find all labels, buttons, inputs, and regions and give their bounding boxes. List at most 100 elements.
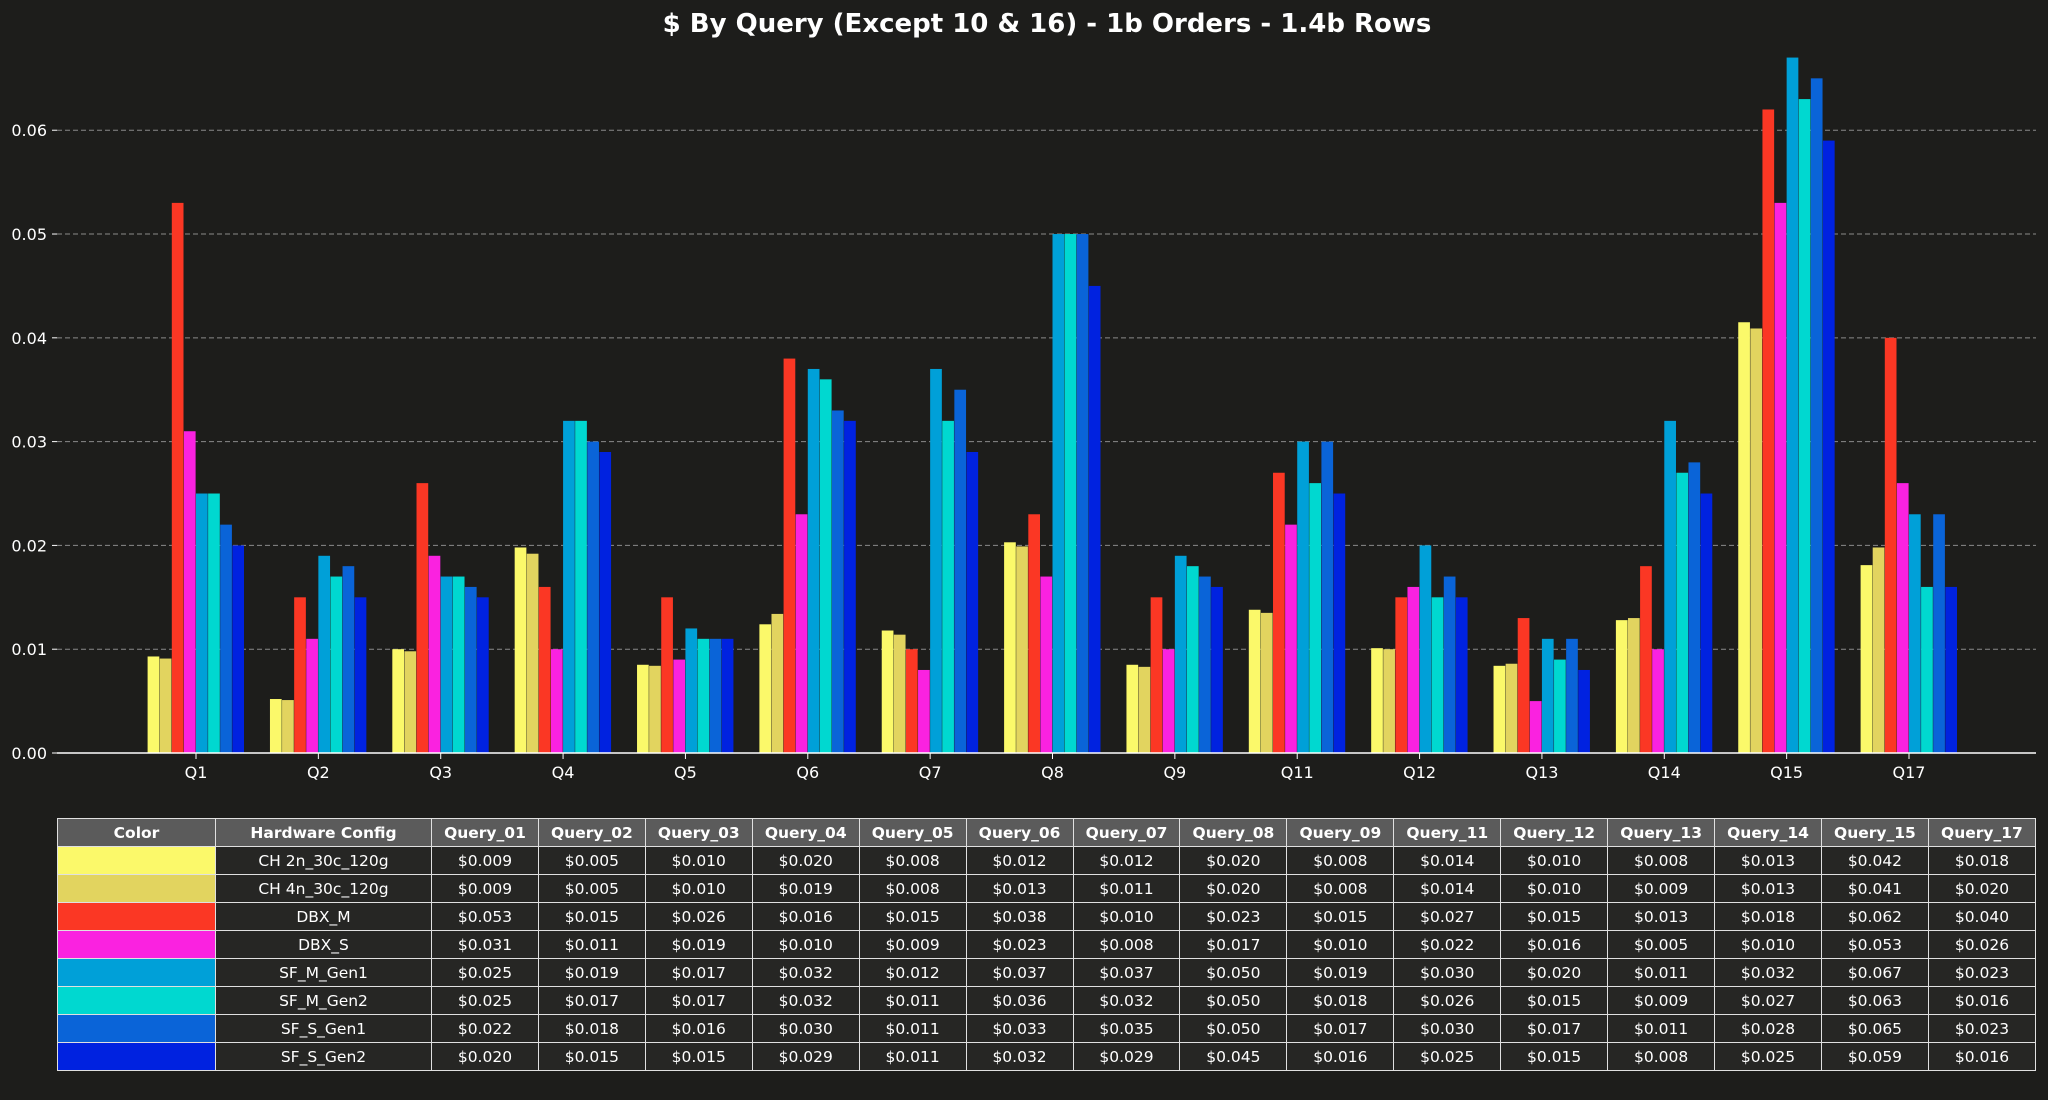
cost-cell: $0.032 (965, 1042, 1074, 1071)
bar (1150, 597, 1163, 753)
cost-cell: $0.010 (1714, 930, 1822, 959)
bar (721, 638, 734, 753)
table-header-query: Query_05 (858, 818, 967, 847)
bar (1064, 234, 1077, 753)
bar (1750, 328, 1763, 753)
bar (1052, 234, 1065, 753)
x-tick-label: Q8 (1041, 763, 1064, 782)
cost-cell: $0.017 (1179, 930, 1288, 959)
cost-cell: $0.025 (431, 986, 539, 1015)
cost-cell: $0.067 (1820, 958, 1929, 987)
hardware-config-cell: CH 4n_30c_120g (215, 874, 432, 903)
cost-cell: $0.017 (644, 986, 753, 1015)
bar (599, 451, 612, 753)
bar (1688, 462, 1701, 753)
bar (685, 628, 698, 753)
x-tick-label: Q9 (1163, 763, 1186, 782)
cost-cell: $0.026 (1927, 930, 2037, 959)
cost-cell: $0.040 (1927, 902, 2037, 931)
cost-cell: $0.019 (644, 930, 753, 959)
bar-chart: $ By Query (Except 10 & 16) - 1b Orders … (11, 9, 2036, 782)
bar (1088, 285, 1101, 753)
cost-cell: $0.018 (1286, 986, 1395, 1015)
cost-cell: $0.032 (1714, 958, 1822, 987)
x-tick-label: Q4 (552, 763, 575, 782)
table-row: DBX_M $0.053 $0.015 $0.026 $0.016 $0.015 $0.03… (57, 902, 2037, 931)
bar (1909, 514, 1921, 753)
cost-cell: $0.023 (1927, 1014, 2037, 1043)
bar (893, 634, 906, 753)
cost-cell: $0.063 (1820, 986, 1929, 1015)
bar (1652, 649, 1664, 753)
cost-cell: $0.015 (537, 902, 646, 931)
table-header-query: Query_14 (1714, 818, 1822, 847)
cost-cell: $0.019 (537, 958, 646, 987)
bar (1884, 337, 1897, 753)
cost-cell: $0.025 (431, 958, 539, 987)
cost-cell: $0.015 (1286, 902, 1395, 931)
bar (440, 576, 453, 753)
hardware-config-cell: SF_M_Gen2 (215, 986, 432, 1015)
cost-cell: $0.023 (965, 930, 1074, 959)
table-header-query: Query_12 (1500, 818, 1609, 847)
table-header-row: Color Hardware Config Query_01 Query_02 Qu… (57, 818, 2037, 847)
table-row: DBX_S $0.031 $0.011 $0.019 $0.010 $0.009 $0.02… (57, 930, 2037, 959)
cost-cell: $0.037 (1072, 958, 1181, 987)
y-tick-label: 0.02 (11, 536, 47, 555)
cost-cell: $0.053 (1820, 930, 1929, 959)
cost-cell: $0.017 (1286, 1014, 1395, 1043)
table-header-query: Query_13 (1607, 818, 1716, 847)
bar (1738, 322, 1750, 753)
bar (514, 547, 527, 753)
bar (1700, 493, 1713, 753)
table-row: SF_M_Gen2 $0.025 $0.017 $0.017 $0.032 $0.011 $… (57, 986, 2037, 1015)
bar (1810, 78, 1823, 753)
bar (1040, 576, 1053, 753)
bar (294, 597, 306, 753)
cost-cell: $0.005 (1607, 930, 1716, 959)
cost-cell: $0.020 (751, 846, 860, 875)
cost-cell: $0.010 (1072, 902, 1181, 931)
cost-cell: $0.018 (1927, 846, 2037, 875)
cost-cell: $0.009 (431, 846, 539, 875)
bar (232, 545, 244, 753)
cost-cell: $0.015 (1500, 902, 1609, 931)
hardware-config-cell: SF_M_Gen1 (215, 958, 432, 987)
cost-cell: $0.032 (751, 986, 860, 1015)
cost-cell: $0.008 (1286, 874, 1395, 903)
bar (1285, 524, 1297, 753)
cost-cell: $0.008 (858, 874, 967, 903)
table-header-query: Query_01 (431, 818, 539, 847)
bar (637, 664, 649, 753)
bar (477, 597, 489, 753)
cost-cell: $0.053 (431, 902, 539, 931)
cost-cell: $0.013 (965, 874, 1074, 903)
cost-cell: $0.032 (751, 958, 860, 987)
x-tick-label: Q15 (1770, 763, 1803, 782)
bar (1333, 493, 1346, 753)
table-header-query: Query_04 (751, 818, 860, 847)
bar (673, 659, 686, 753)
cost-cell: $0.030 (1393, 1014, 1502, 1043)
bar (147, 656, 160, 753)
bar (1529, 701, 1542, 753)
y-tick-label: 0.01 (11, 640, 47, 659)
cost-cell: $0.011 (858, 1042, 967, 1071)
cost-cell: $0.015 (858, 902, 967, 931)
bar (404, 651, 417, 753)
bar (1419, 545, 1432, 753)
bar (1541, 638, 1554, 753)
cost-cell: $0.016 (1927, 1042, 2037, 1071)
bar (831, 410, 844, 753)
cost-cell: $0.022 (1393, 930, 1502, 959)
cost-cell: $0.017 (1500, 1014, 1609, 1043)
x-tick-label: Q7 (919, 763, 942, 782)
bar (881, 630, 894, 753)
x-tick-label: Q6 (796, 763, 819, 782)
color-swatch (57, 902, 216, 931)
legend-data-table: Color Hardware Config Query_01 Query_02 Qu… (57, 818, 2037, 1071)
cost-cell: $0.029 (751, 1042, 860, 1071)
cost-cell: $0.026 (1393, 986, 1502, 1015)
cost-cell: $0.008 (1607, 846, 1716, 875)
